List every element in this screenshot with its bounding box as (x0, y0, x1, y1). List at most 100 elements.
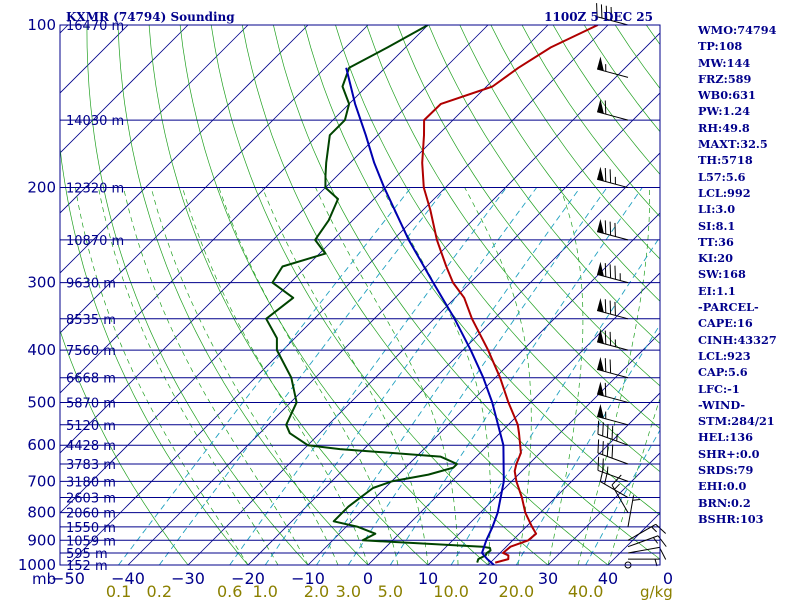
height-level-label: 16470 m (66, 19, 124, 34)
mixing-ratio-unit-label: g/kg (640, 583, 673, 600)
isotherm-line (60, 25, 189, 154)
sounding-index-item: WMO:74794 (698, 23, 777, 37)
pressure-unit-label: mb (32, 570, 56, 588)
temperature-tick-label: 40 (598, 569, 618, 588)
sounding-index-item: TP:108 (698, 39, 743, 54)
isotherm-line (60, 25, 249, 214)
sounding-index-item: TT:36 (698, 234, 734, 249)
chart-title-station: KXMR (74794) Sounding (66, 10, 235, 24)
sounding-index-item: FRZ:589 (698, 71, 752, 86)
height-level-label: 1550 m (66, 521, 116, 536)
sounding-index-item: CAPE:16 (698, 316, 753, 331)
mixing-ratio-line (158, 187, 447, 565)
sounding-index-item: RH:49.8 (698, 120, 750, 135)
isotherm-line (0, 25, 8, 565)
temperature-tick-label: 20 (478, 569, 498, 588)
wind-barb (596, 3, 629, 26)
height-level-label: 8535 m (66, 313, 116, 328)
temperature-tick-label: −30 (171, 569, 205, 588)
wind-barb (596, 219, 629, 241)
wind-barb (596, 56, 629, 78)
mixing-ratio-tick-label: 3.0 (336, 582, 361, 600)
isotherm-line (367, 272, 660, 565)
moist-adiabat-line (182, 187, 369, 565)
isotherm-line (60, 25, 309, 274)
height-level-label: 12320 m (66, 182, 124, 197)
height-level-label: 6668 m (66, 372, 116, 387)
sounding-index-item: LFC:-1 (698, 381, 740, 396)
isotherm-line (547, 452, 660, 565)
moist-adiabat-line (262, 187, 429, 565)
pressure-tick-label: 1000 (18, 556, 56, 574)
mixing-ratio-line (450, 236, 660, 565)
height-level-label: 2603 m (66, 492, 116, 507)
wind-barb (627, 495, 640, 527)
sounding-index-item: BRN:0.2 (698, 495, 751, 510)
plot-frame (59, 24, 661, 566)
dewpoint-profile-line (265, 25, 492, 563)
sounding-index-item: WB0:631 (698, 88, 756, 103)
dry-adiabat-line (210, 25, 549, 565)
isotherm-line (60, 25, 549, 514)
dry-adiabat-line (179, 25, 489, 565)
dry-adiabat-line (86, 25, 309, 565)
temperature-tick-label: 10 (418, 569, 438, 588)
wind-barb (597, 456, 629, 482)
mixing-ratio-line (347, 187, 608, 565)
isotherm-line (307, 212, 660, 565)
parcel-profile-line (345, 67, 505, 565)
isotherm-line (67, 25, 609, 565)
sounding-index-item: TH:5718 (698, 153, 753, 168)
wind-barb (596, 329, 629, 351)
sounding-index-item: PW:1.24 (698, 104, 751, 119)
wind-barb (596, 356, 629, 379)
wind-barb (597, 420, 629, 446)
height-level-label: 595 m (66, 547, 108, 562)
sounding-index-item: KI:20 (698, 251, 733, 266)
moist-adiabat-line (577, 187, 650, 565)
mixing-ratio-line (118, 187, 412, 565)
height-level-label: 14030 m (66, 114, 124, 129)
mixing-ratio-tick-label: 1.0 (252, 582, 277, 600)
sounding-profiles (265, 25, 599, 565)
isotherm-line (60, 25, 429, 394)
wind-barb (596, 99, 629, 121)
isotherm-line (60, 25, 489, 454)
height-level-label: 5870 m (66, 396, 116, 411)
wind-barbs (596, 3, 667, 569)
pressure-tick-label: 300 (27, 274, 56, 292)
moist-adiabat-line (75, 187, 249, 565)
temperature-tick-label: −40 (111, 569, 145, 588)
isotherm-line (60, 25, 369, 334)
sounding-index-item: SHR+:0.0 (698, 446, 760, 461)
sounding-index-item: MAXT:32.5 (698, 137, 768, 152)
dry-adiabat-line (241, 25, 609, 565)
wind-barb (596, 166, 629, 189)
height-level-label: 3180 m (66, 475, 116, 490)
wind-barb (597, 439, 629, 465)
sounding-index-item: EHI:0.0 (698, 479, 747, 494)
sounding-index-item: SI:8.1 (698, 218, 736, 233)
height-level-label: 2060 m (66, 507, 116, 522)
temperature-tick-label: −10 (291, 569, 325, 588)
pressure-tick-label: 600 (27, 436, 56, 454)
sounding-index-item: BSHR:103 (698, 511, 764, 526)
sounding-index-item: CAP:5.6 (698, 365, 748, 380)
sounding-index-item: -PARCEL- (698, 300, 759, 315)
height-level-label: 7560 m (66, 344, 116, 359)
sounding-index-item: LCL:923 (698, 348, 751, 363)
wind-barb (596, 403, 629, 426)
mixing-ratio-tick-label: 20.0 (499, 582, 535, 600)
temperature-tick-label: 30 (538, 569, 558, 588)
sounding-indices-list: WMO:74794 TP:108 MW:144 FRZ:589 WB0:631 PW:1.… (698, 22, 798, 527)
pressure-tick-label: 800 (27, 504, 56, 522)
isotherm-line (247, 152, 660, 565)
mixing-ratio-tick-label: 40.0 (568, 582, 604, 600)
pressure-tick-label: 500 (27, 393, 56, 411)
isotherm-line (127, 32, 660, 565)
wind-barb (596, 297, 629, 320)
isotherm-line (427, 332, 660, 565)
pressure-tick-label: 900 (27, 531, 56, 549)
